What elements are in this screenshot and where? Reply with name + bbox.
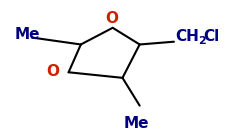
Text: 2: 2 bbox=[198, 36, 206, 46]
Text: CH: CH bbox=[175, 29, 199, 44]
Text: Cl: Cl bbox=[203, 29, 220, 44]
Text: O: O bbox=[46, 64, 59, 79]
Text: O: O bbox=[105, 11, 118, 26]
Text: Me: Me bbox=[123, 116, 149, 131]
Text: Me: Me bbox=[15, 27, 40, 42]
